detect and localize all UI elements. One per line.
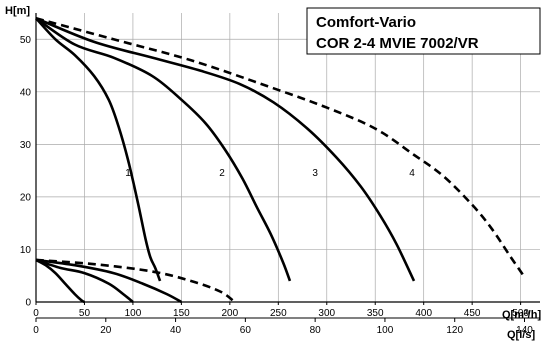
curves [35,16,527,304]
y-tick-label: 10 [20,245,32,256]
x-tick-label-m3h: 250 [270,308,287,319]
y-tick-label: 30 [20,140,32,151]
x-tick-label-ls: 20 [100,325,112,336]
curve-4 [35,16,527,280]
title-box: Comfort-Vario COR 2-4 MVIE 7002/VR [306,7,541,55]
x-tick-label-m3h: 50 [79,308,91,319]
y-tick-label: 20 [20,192,32,203]
y-tick-label: 40 [20,87,32,98]
x-tick-label-ls: 40 [170,325,182,336]
x-tick-label-m3h: 350 [367,308,384,319]
low-curve-7 [35,258,236,304]
x-tick-label-m3h: 200 [222,308,239,319]
x-tick-label-m3h: 450 [464,308,481,319]
x-tick-label-m3h: 300 [318,308,335,319]
title-line-1: Comfort-Vario [316,14,416,31]
curve-label-4: 4 [409,168,415,179]
curve-labels: 1 2 3 4 [125,168,415,179]
x-tick-label-m3h: 0 [33,308,39,319]
x-tick-label-ls: 60 [240,325,252,336]
low-curve-6 [35,258,183,304]
grid [35,13,540,322]
y-tick-label: 0 [25,298,31,309]
x-tick-label-m3h: 100 [125,308,142,319]
curve-label-1: 1 [125,168,131,179]
curve-label-3: 3 [312,168,318,179]
x-tick-label-ls: 80 [310,325,322,336]
low-curve-5 [35,258,134,304]
curve-label-2: 2 [219,168,225,179]
x-tick-label-m3h: 500 [512,308,529,319]
x-tick-label-ls: 100 [377,325,394,336]
y-axis-label: H[m] [5,5,30,17]
x-tick-label-ls: 120 [446,325,463,336]
curve-2 [35,17,292,282]
y-tick-label: 50 [20,35,32,46]
title-line-2: COR 2-4 MVIE 7002/VR [316,35,479,52]
x-tick-label-m3h: 150 [173,308,190,319]
curve-1 [35,17,162,282]
x-axis-label-secondary: Q[l/s] [507,329,535,341]
x-tick-label-m3h: 400 [415,308,432,319]
x-axis-label-primary: Q[m³/h] [502,309,541,321]
x-tick-label-ls: 0 [33,325,39,336]
curve-3 [35,17,416,282]
low-curve-4 [35,258,86,304]
x-tick-label-ls: 140 [516,325,533,336]
